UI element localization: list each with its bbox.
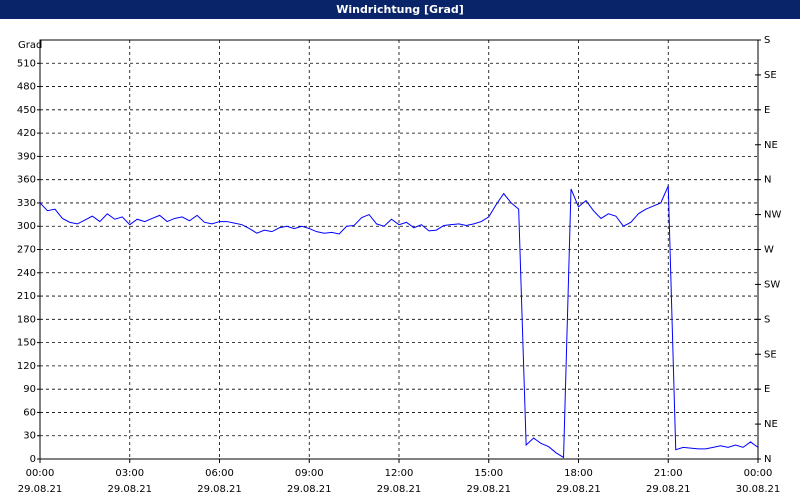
y2-tick-label: S	[764, 314, 770, 325]
y2-tick-label: NE	[764, 140, 778, 151]
x-tick-date: 29.08.21	[18, 484, 63, 495]
y-tick-label: 420	[17, 128, 36, 139]
y2-tick-label: NE	[764, 419, 778, 430]
x-tick-date: 30.08.21	[736, 484, 781, 495]
y-tick-label: 90	[23, 384, 36, 395]
x-tick-date: 29.08.21	[377, 484, 422, 495]
y2-tick-label: N	[764, 175, 771, 186]
y2-tick-label: N	[764, 454, 771, 465]
x-tick-date: 29.08.21	[197, 484, 242, 495]
y2-tick-label: SE	[764, 349, 777, 360]
y-tick-label: 120	[17, 361, 36, 372]
y-tick-label: 480	[17, 82, 36, 93]
x-tick-date: 29.08.21	[556, 484, 601, 495]
x-tick-label: 15:00	[474, 468, 503, 479]
y-tick-label: 0	[30, 454, 36, 465]
y-tick-label: 510	[17, 58, 36, 69]
x-tick-label: 00:00	[744, 468, 773, 479]
y-tick-label: 150	[17, 338, 36, 349]
x-tick-date: 29.08.21	[466, 484, 511, 495]
y-tick-label: 300	[17, 221, 36, 232]
y-tick-label: 330	[17, 198, 36, 209]
x-tick-label: 21:00	[654, 468, 683, 479]
data-line	[39, 185, 759, 459]
x-tick-date: 29.08.21	[107, 484, 152, 495]
y-tick-label: 60	[23, 407, 36, 418]
y2-tick-label: E	[764, 105, 770, 116]
x-tick-label: 09:00	[295, 468, 324, 479]
x-tick-label: 06:00	[205, 468, 234, 479]
x-tick-label: 18:00	[564, 468, 593, 479]
x-tick-label: 00:00	[26, 468, 55, 479]
y-axis-label: Grad	[18, 40, 42, 51]
x-tick-label: 03:00	[115, 468, 144, 479]
y2-tick-label: E	[764, 384, 770, 395]
y2-tick-label: W	[764, 245, 774, 256]
y-tick-label: 450	[17, 105, 36, 116]
y-tick-label: 390	[17, 151, 36, 162]
y2-tick-label: NW	[764, 210, 781, 221]
y2-tick-label: SE	[764, 70, 777, 81]
y2-tick-label: SW	[764, 279, 780, 290]
x-tick-date: 29.08.21	[287, 484, 332, 495]
title-bar: Windrichtung [Grad]	[0, 0, 800, 19]
x-tick-date: 29.08.21	[646, 484, 691, 495]
y-tick-label: 30	[23, 431, 36, 442]
y-tick-label: 240	[17, 268, 36, 279]
x-tick-label: 12:00	[385, 468, 414, 479]
y-tick-label: 210	[17, 291, 36, 302]
y-tick-label: 180	[17, 314, 36, 325]
y2-tick-label: S	[764, 35, 770, 46]
y-tick-label: 270	[17, 245, 36, 256]
y-tick-label: 360	[17, 175, 36, 186]
